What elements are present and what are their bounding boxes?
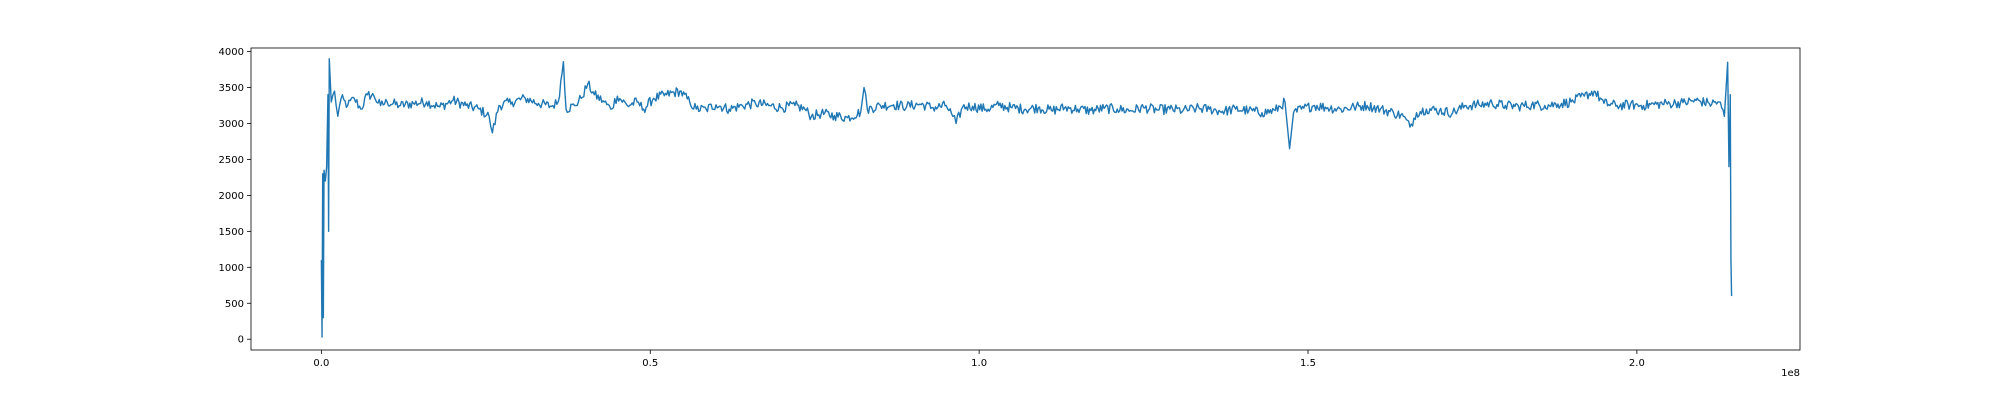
x-axis-offset-text: 1e8 <box>1781 368 1800 379</box>
y-tick-label: 2500 <box>219 155 244 166</box>
y-tick-label: 2000 <box>219 191 244 202</box>
x-axis-ticks: 0.0 0.5 1.0 1.5 2.0 <box>313 350 1645 369</box>
plot-frame <box>250 47 1801 351</box>
x-tick-label: 0.0 <box>313 358 329 369</box>
y-tick-label: 4000 <box>219 47 244 58</box>
y-axis-ticks: 0 500 1000 1500 2000 2500 3000 3500 4000 <box>219 47 251 346</box>
y-tick-label: 1500 <box>219 227 244 238</box>
x-tick-label: 1.0 <box>971 358 987 369</box>
x-tick-label: 2.0 <box>1629 358 1645 369</box>
series-group <box>320 58 1733 338</box>
y-tick-label: 500 <box>225 299 244 310</box>
x-tick-label: 1.5 <box>1300 358 1316 369</box>
x-tick-label: 0.5 <box>642 358 658 369</box>
y-tick-label: 3000 <box>219 119 244 130</box>
y-tick-label: 3500 <box>219 83 244 94</box>
y-tick-label: 1000 <box>219 263 244 274</box>
y-tick-label: 0 <box>238 335 244 346</box>
series-line <box>320 58 1733 338</box>
